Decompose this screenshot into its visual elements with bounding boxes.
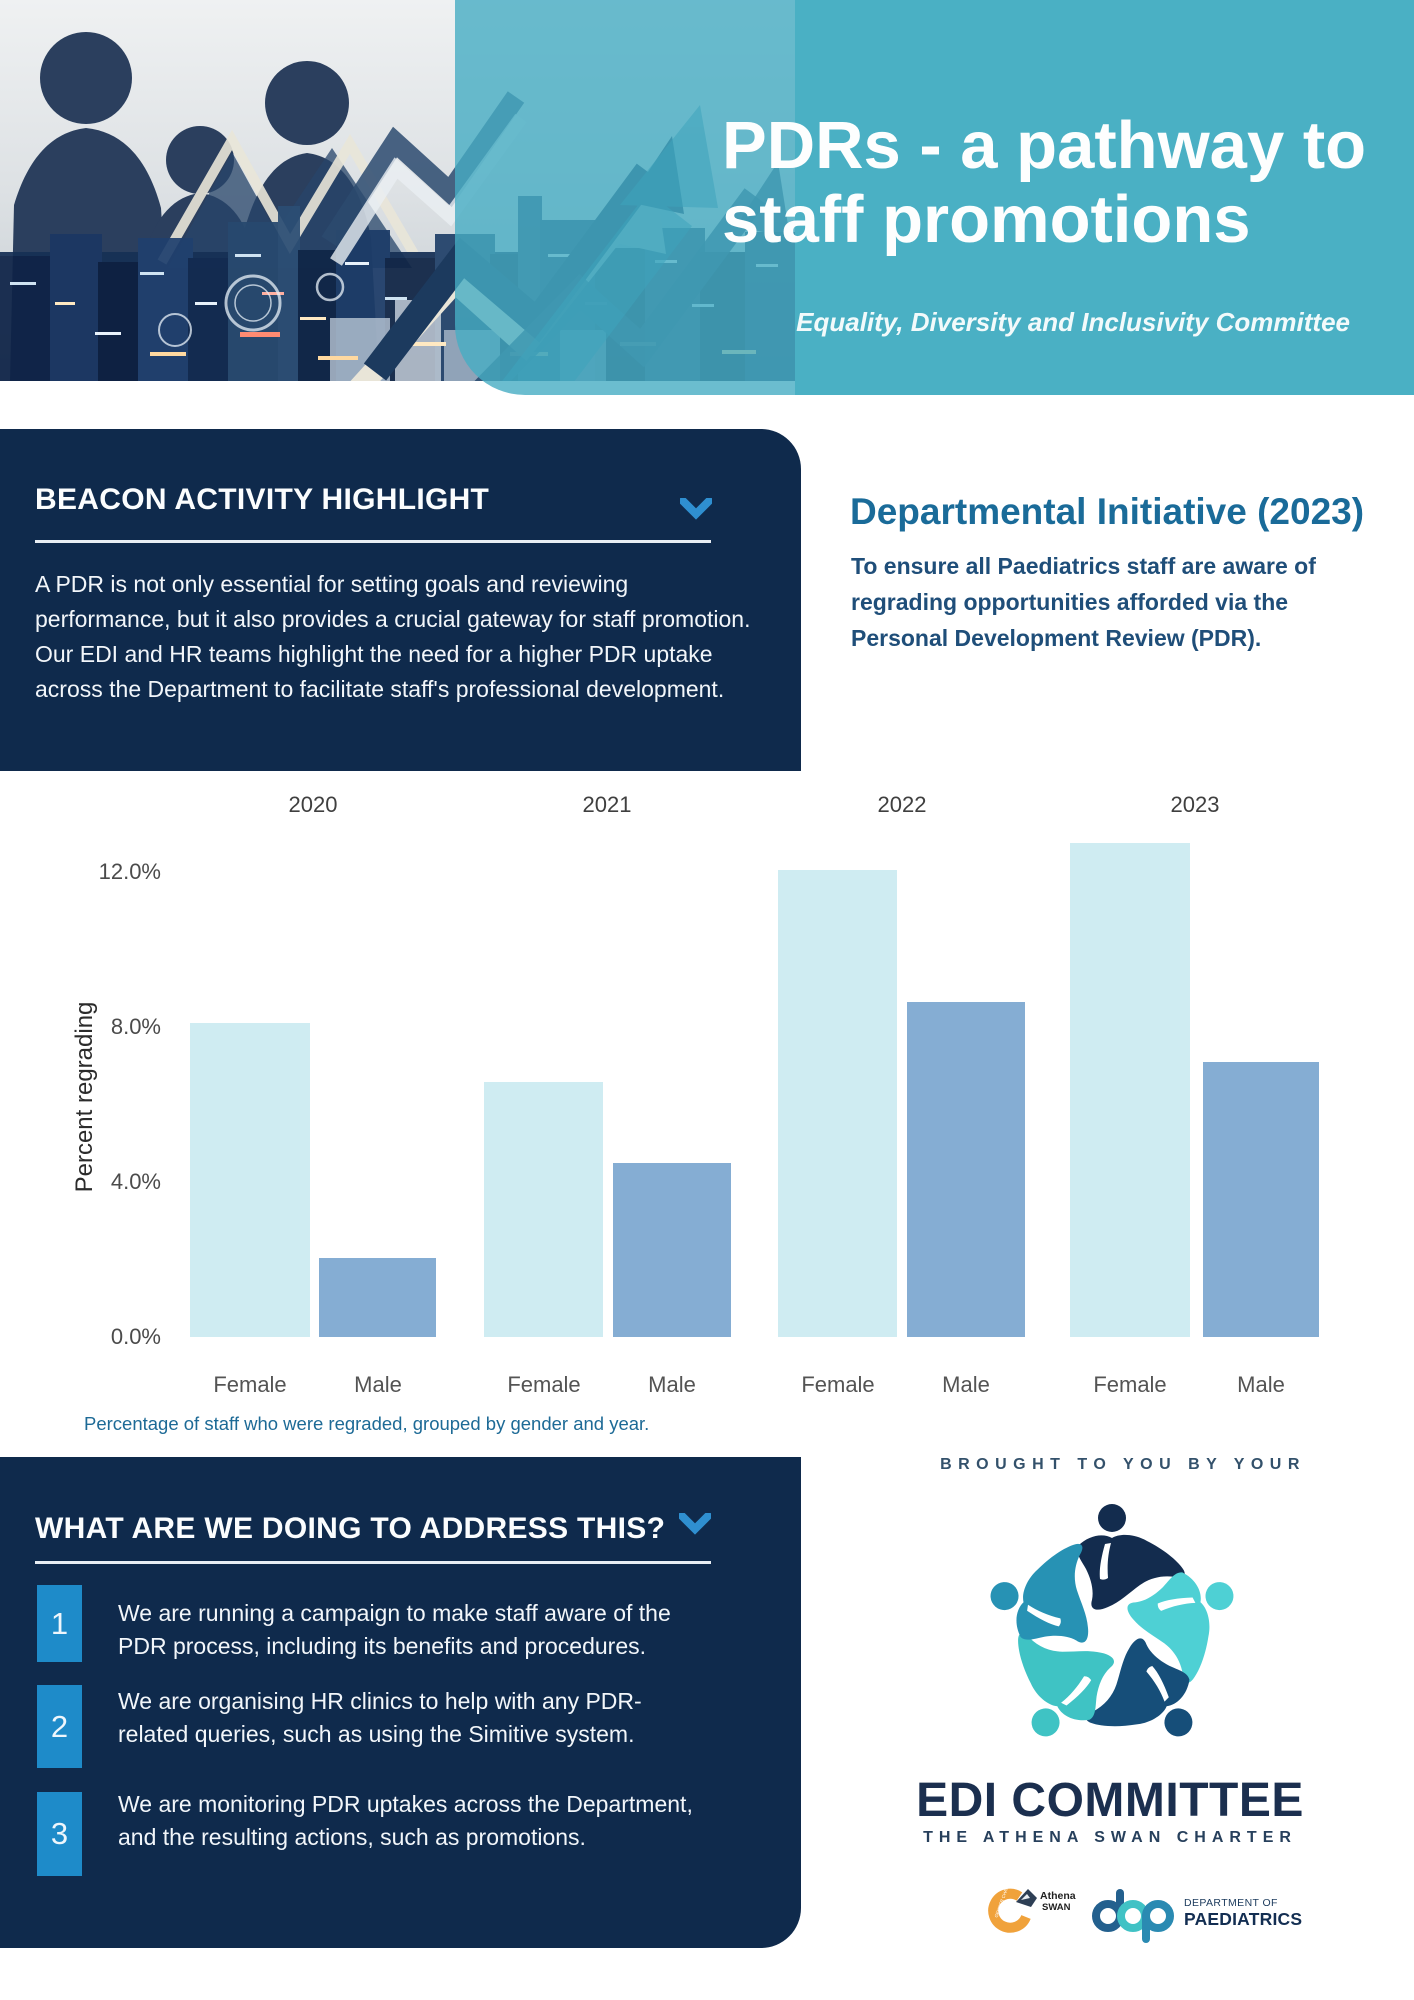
svg-text:DEPARTMENT OF: DEPARTMENT OF — [1184, 1897, 1278, 1909]
svg-text:SWAN: SWAN — [1042, 1902, 1071, 1913]
svg-text:PAEDIATRICS: PAEDIATRICS — [1184, 1909, 1302, 1929]
svg-text:Athena: Athena — [1040, 1890, 1076, 1902]
